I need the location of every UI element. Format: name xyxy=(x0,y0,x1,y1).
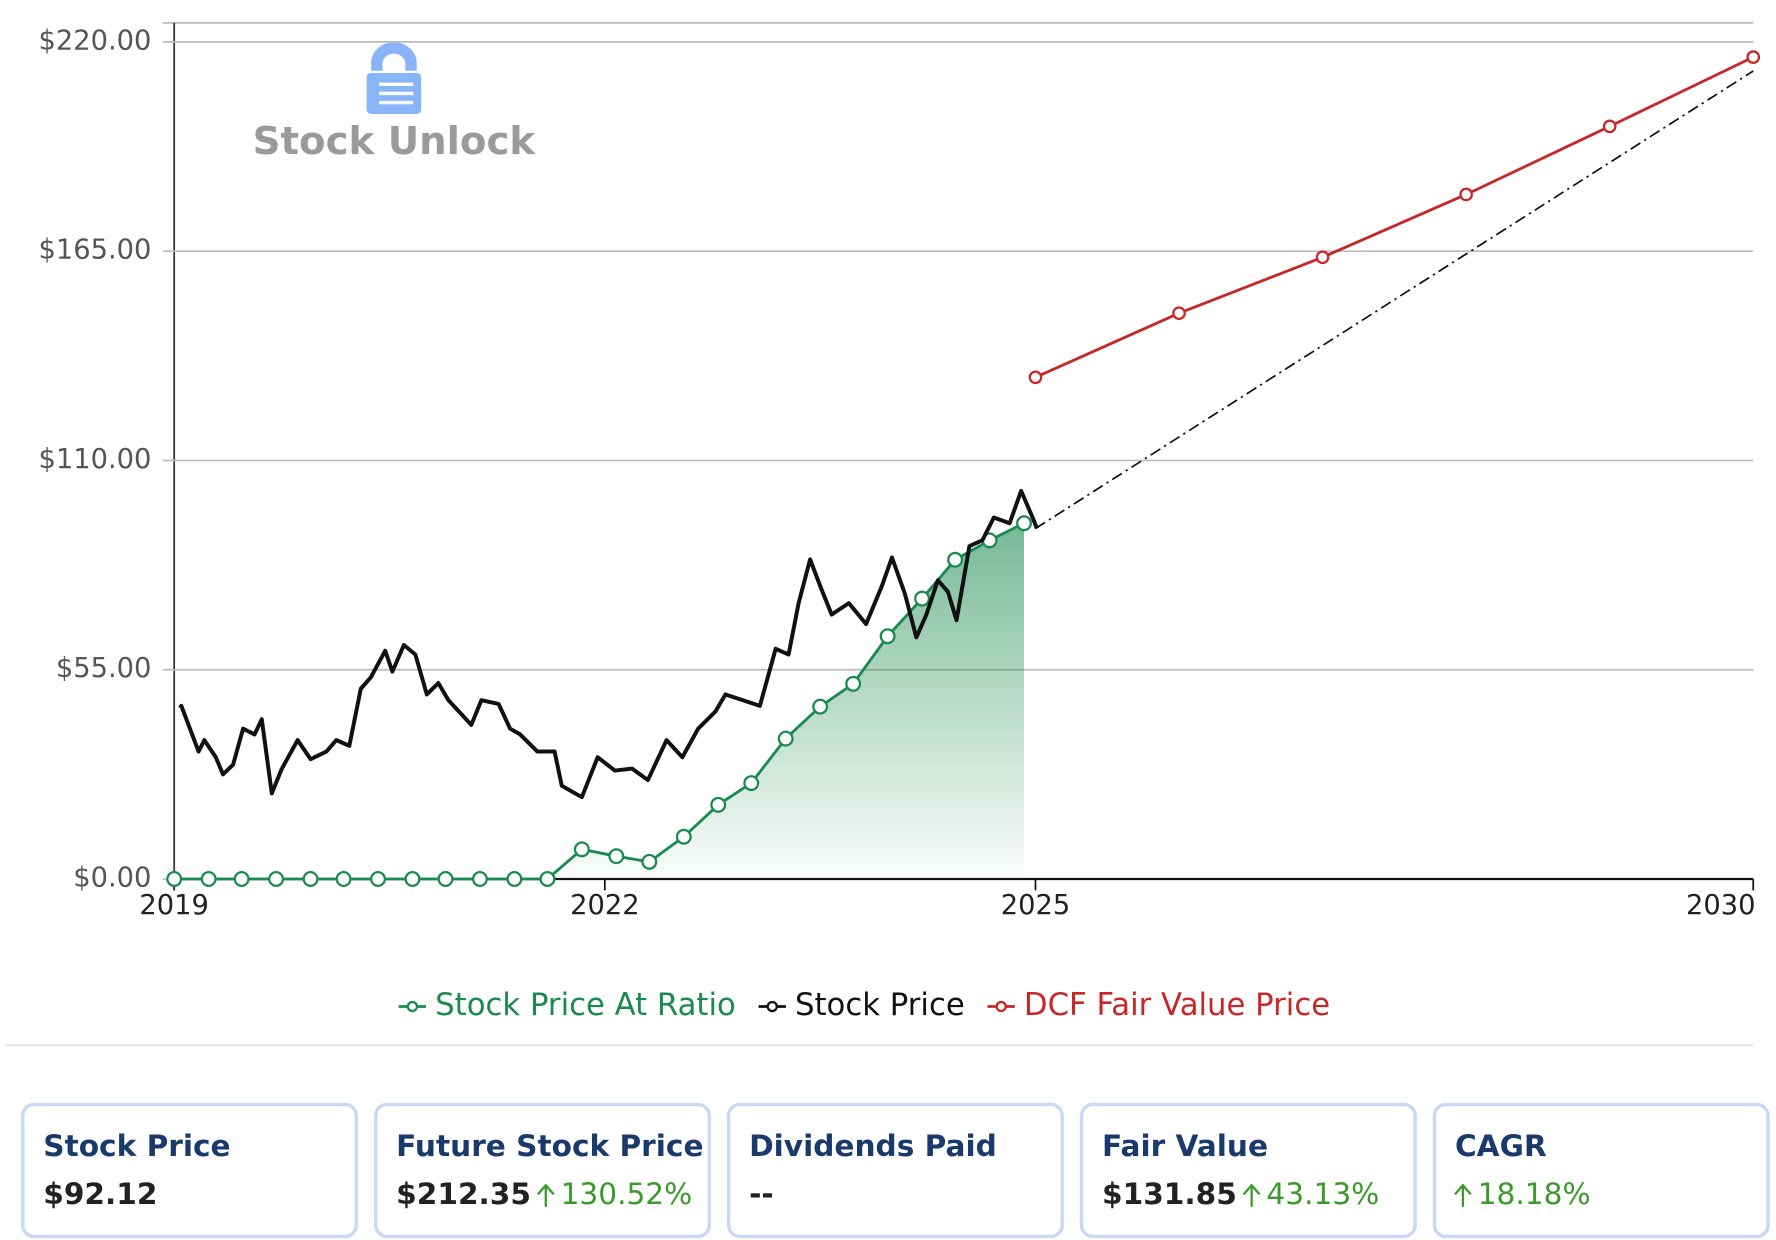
point xyxy=(370,871,386,887)
point xyxy=(879,628,896,645)
point xyxy=(268,871,285,887)
point xyxy=(710,796,727,813)
card-value: $131.85 xyxy=(1102,1177,1237,1211)
point xyxy=(1016,515,1032,532)
legend-item: Stock Price xyxy=(758,987,965,1023)
point xyxy=(1315,250,1330,265)
legend-label: Stock Price At Ratio xyxy=(435,987,736,1023)
card-value: -- xyxy=(749,1177,774,1211)
watermark: Stock Unlock xyxy=(253,119,537,164)
point xyxy=(1459,187,1473,202)
legend-marker xyxy=(766,1000,778,1013)
card xyxy=(373,1102,711,1239)
series-line xyxy=(178,488,1039,800)
point xyxy=(1172,306,1186,321)
card xyxy=(21,1102,359,1239)
card-title: Future Stock Price xyxy=(396,1129,703,1163)
y-tick-label: $220.00 xyxy=(38,25,151,56)
point xyxy=(608,848,625,865)
point xyxy=(914,590,931,607)
card-value: $92.12 xyxy=(43,1177,157,1211)
card-title: Dividends Paid xyxy=(749,1129,997,1163)
up-arrow xyxy=(536,1183,555,1207)
x-tick-label: 2030 xyxy=(1686,890,1756,921)
point xyxy=(1602,119,1617,134)
card-change: 130.52% xyxy=(561,1177,693,1211)
point xyxy=(404,871,421,887)
point xyxy=(947,551,964,568)
projection-line xyxy=(1035,70,1754,530)
card-change: 18.18% xyxy=(1478,1177,1591,1211)
point xyxy=(845,675,862,692)
up-arrow xyxy=(1454,1183,1472,1207)
point xyxy=(641,853,658,870)
point xyxy=(743,775,760,792)
up-arrow xyxy=(1242,1183,1261,1207)
point xyxy=(335,871,352,887)
legend-item: Stock Price At Ratio xyxy=(398,987,736,1023)
point xyxy=(675,828,692,845)
card-title: CAGR xyxy=(1455,1129,1547,1163)
point xyxy=(1746,50,1761,64)
card-change: 43.13% xyxy=(1266,1177,1379,1211)
point xyxy=(166,871,183,887)
point xyxy=(539,871,556,887)
point xyxy=(506,871,523,887)
card-title: Fair Value xyxy=(1102,1129,1268,1163)
series-line xyxy=(1034,55,1754,379)
legend-marker xyxy=(406,1000,419,1013)
x-tick-label: 2022 xyxy=(570,890,640,921)
legend-label: Stock Price xyxy=(795,987,965,1023)
card-value: $212.35 xyxy=(396,1177,531,1211)
area-fill xyxy=(174,523,1024,879)
point xyxy=(233,871,250,887)
legend-marker xyxy=(995,1000,1007,1013)
point xyxy=(573,841,590,858)
card xyxy=(1432,1102,1770,1239)
card-title: Stock Price xyxy=(43,1129,230,1163)
y-tick-label: $165.00 xyxy=(38,235,151,266)
y-tick-label: $0.00 xyxy=(73,862,151,893)
point xyxy=(812,698,829,715)
logo xyxy=(366,42,422,114)
point xyxy=(471,871,488,887)
card xyxy=(726,1102,1064,1239)
point xyxy=(200,871,217,887)
x-tick-label: 2025 xyxy=(1001,890,1071,921)
y-tick-label: $110.00 xyxy=(38,444,151,475)
point xyxy=(1028,370,1043,385)
point xyxy=(777,730,794,747)
x-tick-label: 2019 xyxy=(139,890,209,921)
y-tick-label: $55.00 xyxy=(56,653,152,684)
legend-label: DCF Fair Value Price xyxy=(1024,987,1330,1023)
point xyxy=(302,871,319,887)
legend-item: DCF Fair Value Price xyxy=(987,987,1330,1023)
point xyxy=(437,871,454,887)
card xyxy=(1079,1102,1417,1239)
